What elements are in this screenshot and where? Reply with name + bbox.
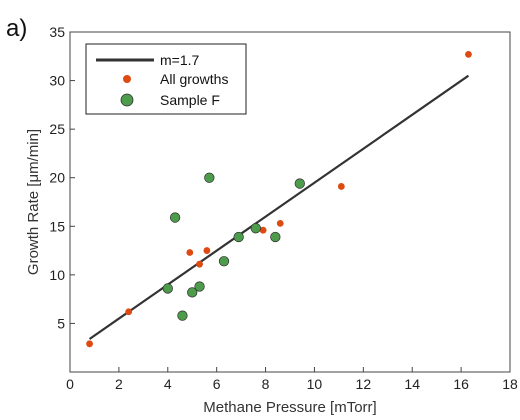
sample-f-point [204,172,215,183]
y-tick-label: 30 [49,73,65,89]
y-tick-label: 15 [49,218,65,234]
all-growths-point [337,183,345,190]
sample-f-point [233,231,244,243]
y-axis-label: Growth Rate [μm/min] [25,129,42,275]
legend-sample-f-swatch [120,93,134,107]
panel-label: a) [6,15,27,42]
y-tick-label: 10 [49,267,65,283]
x-axis-label: Methane Pressure [mTorr] [203,399,376,416]
sample-f-point [270,231,281,243]
plot-frame [69,31,511,373]
sample-f-point [169,212,181,223]
all-growths-point [203,247,211,254]
legend-sample-f-label: Sample F [160,92,220,108]
all-growths-point [196,260,203,268]
x-tick-label: 10 [307,376,323,392]
sample-f-point [194,281,205,292]
x-tick-label: 8 [262,376,270,392]
x-tick-label: 18 [502,376,518,392]
all-growths-point [125,308,133,316]
data-points [86,50,472,348]
x-tick-label: 14 [404,376,420,392]
legend-fit-line-label: m=1.7 [160,52,200,68]
sample-f-point [294,178,305,189]
legend-all-growths-label: All growths [160,71,228,87]
all-growths-point [276,219,284,227]
sample-f-point [250,223,261,234]
all-growths-point [465,50,472,58]
legend-all-growths-swatch [123,75,131,83]
sample-f-point [177,310,188,321]
fit-line [88,74,470,340]
y-tick-label: 5 [57,315,65,331]
all-growths-point [186,249,194,256]
y-axis-ticks: 5 10 15 20 25 30 35 [49,24,75,331]
legend: m=1.7 All growths Sample F [85,43,247,115]
all-growths-point [86,340,93,348]
legend-box [85,43,247,115]
fit-line-group [88,74,470,340]
sample-f-point [187,287,198,298]
x-tick-label: 16 [453,376,469,392]
all-growths-point [259,226,267,234]
x-tick-label: 4 [164,376,172,392]
y-tick-label: 25 [49,121,65,137]
x-tick-label: 6 [213,376,221,392]
y-tick-label: 20 [49,170,65,186]
x-axis-ticks: 0 2 4 6 8 10 12 14 16 18 [66,367,518,392]
x-tick-label: 12 [356,376,372,392]
y-tick-label: 35 [49,24,65,40]
sample-f-point [162,283,173,294]
sample-f-point [218,256,230,267]
x-tick-label: 0 [66,376,74,392]
x-tick-label: 2 [115,376,123,392]
